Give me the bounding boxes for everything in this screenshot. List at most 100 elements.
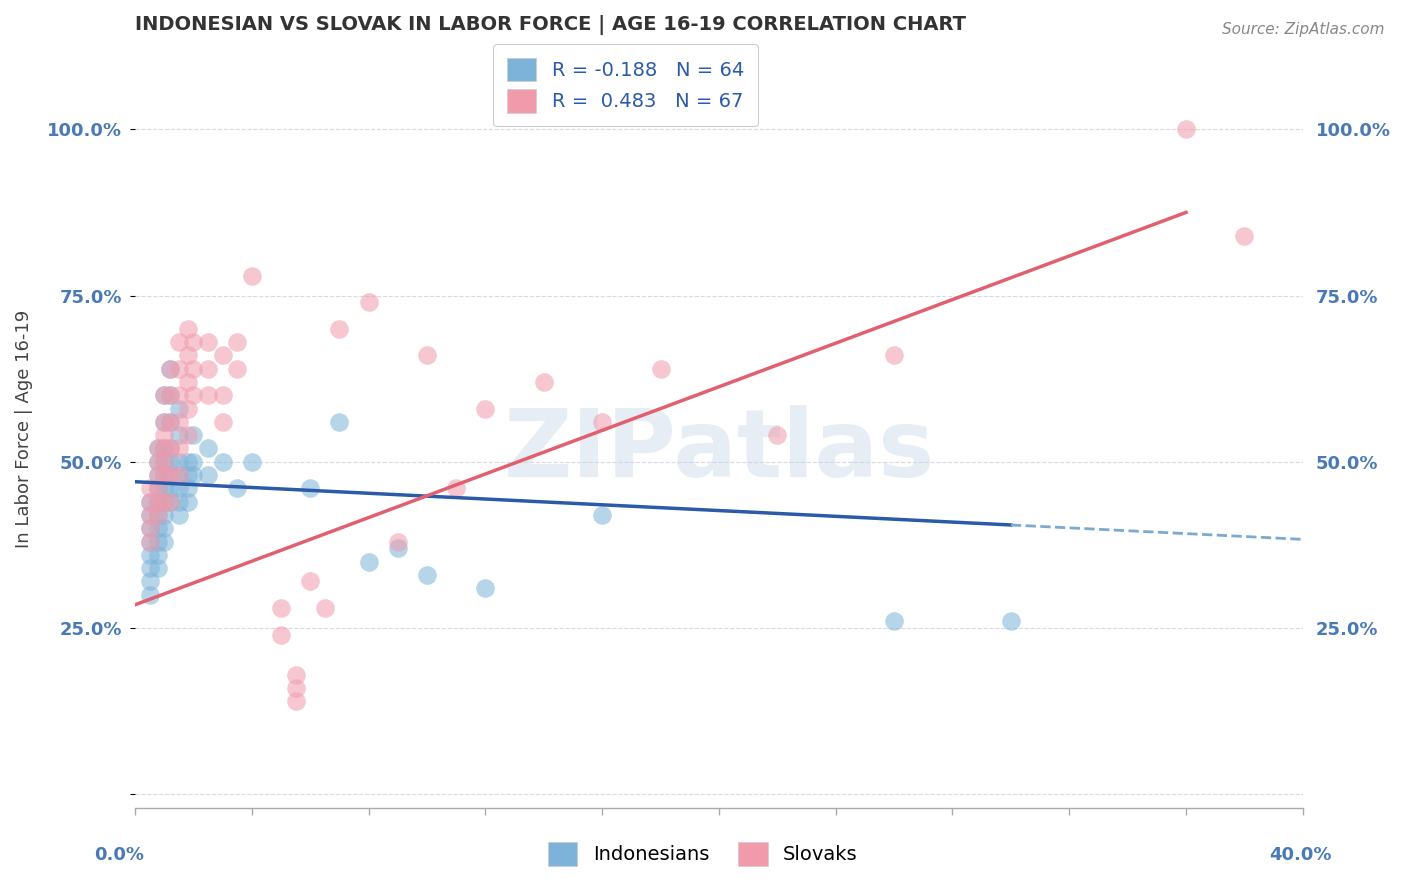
Point xyxy=(153,494,176,508)
Point xyxy=(153,468,176,483)
Point xyxy=(138,508,160,522)
Point xyxy=(284,667,307,681)
Point xyxy=(591,508,613,522)
Point xyxy=(416,567,439,582)
Point xyxy=(357,555,380,569)
Point xyxy=(167,388,190,402)
Point xyxy=(153,415,176,429)
Point xyxy=(183,428,205,442)
Point xyxy=(357,295,380,310)
Point xyxy=(197,388,219,402)
Point xyxy=(176,375,198,389)
Text: Source: ZipAtlas.com: Source: ZipAtlas.com xyxy=(1222,22,1385,37)
Point xyxy=(533,375,555,389)
Point xyxy=(387,534,409,549)
Point xyxy=(387,541,409,556)
Point xyxy=(1175,122,1198,136)
Point xyxy=(1233,228,1256,243)
Point xyxy=(148,508,170,522)
Point xyxy=(167,468,190,483)
Point xyxy=(148,482,170,496)
Point xyxy=(270,628,292,642)
Point xyxy=(153,442,176,456)
Point xyxy=(183,361,205,376)
Point xyxy=(159,494,181,508)
Point xyxy=(226,361,249,376)
Point xyxy=(153,468,176,483)
Point xyxy=(153,494,176,508)
Point xyxy=(167,401,190,416)
Point xyxy=(159,482,181,496)
Point xyxy=(148,455,170,469)
Point xyxy=(159,442,181,456)
Point xyxy=(153,508,176,522)
Point xyxy=(138,534,160,549)
Point xyxy=(148,468,170,483)
Point xyxy=(153,455,176,469)
Point xyxy=(197,361,219,376)
Point xyxy=(197,468,219,483)
Point xyxy=(766,428,789,442)
Legend: Indonesians, Slovaks: Indonesians, Slovaks xyxy=(540,834,866,873)
Point xyxy=(167,428,190,442)
Point xyxy=(153,388,176,402)
Point xyxy=(138,521,160,535)
Point xyxy=(883,348,905,362)
Point xyxy=(167,442,190,456)
Point xyxy=(591,415,613,429)
Point xyxy=(167,468,190,483)
Point xyxy=(159,388,181,402)
Point xyxy=(153,455,176,469)
Point xyxy=(148,561,170,575)
Text: INDONESIAN VS SLOVAK IN LABOR FORCE | AGE 16-19 CORRELATION CHART: INDONESIAN VS SLOVAK IN LABOR FORCE | AG… xyxy=(135,15,966,35)
Point xyxy=(153,415,176,429)
Point xyxy=(176,348,198,362)
Point xyxy=(148,548,170,562)
Point xyxy=(159,361,181,376)
Legend: R = -0.188   N = 64, R =  0.483   N = 67: R = -0.188 N = 64, R = 0.483 N = 67 xyxy=(494,44,758,127)
Point xyxy=(159,455,181,469)
Point xyxy=(226,334,249,349)
Point xyxy=(328,415,350,429)
Point xyxy=(328,322,350,336)
Point xyxy=(167,415,190,429)
Point xyxy=(474,401,496,416)
Point xyxy=(138,494,160,508)
Point xyxy=(148,442,170,456)
Point xyxy=(159,415,181,429)
Point xyxy=(159,388,181,402)
Point xyxy=(167,455,190,469)
Point xyxy=(1000,615,1022,629)
Text: 0.0%: 0.0% xyxy=(94,846,145,863)
Point xyxy=(138,548,160,562)
Point xyxy=(148,521,170,535)
Point xyxy=(183,388,205,402)
Point xyxy=(159,494,181,508)
Point xyxy=(211,388,233,402)
Point xyxy=(148,468,170,483)
Point xyxy=(416,348,439,362)
Point xyxy=(240,455,263,469)
Point xyxy=(314,601,336,615)
Point xyxy=(197,334,219,349)
Point xyxy=(148,508,170,522)
Point xyxy=(176,428,198,442)
Point xyxy=(138,588,160,602)
Point xyxy=(474,581,496,595)
Point xyxy=(197,442,219,456)
Point xyxy=(176,455,198,469)
Point xyxy=(270,601,292,615)
Point xyxy=(183,468,205,483)
Point xyxy=(153,388,176,402)
Point xyxy=(138,521,160,535)
Point xyxy=(299,482,322,496)
Point xyxy=(153,442,176,456)
Point xyxy=(167,508,190,522)
Point xyxy=(138,561,160,575)
Point xyxy=(153,482,176,496)
Point xyxy=(650,361,672,376)
Y-axis label: In Labor Force | Age 16-19: In Labor Force | Age 16-19 xyxy=(15,310,32,548)
Point xyxy=(138,574,160,589)
Point xyxy=(211,415,233,429)
Point xyxy=(299,574,322,589)
